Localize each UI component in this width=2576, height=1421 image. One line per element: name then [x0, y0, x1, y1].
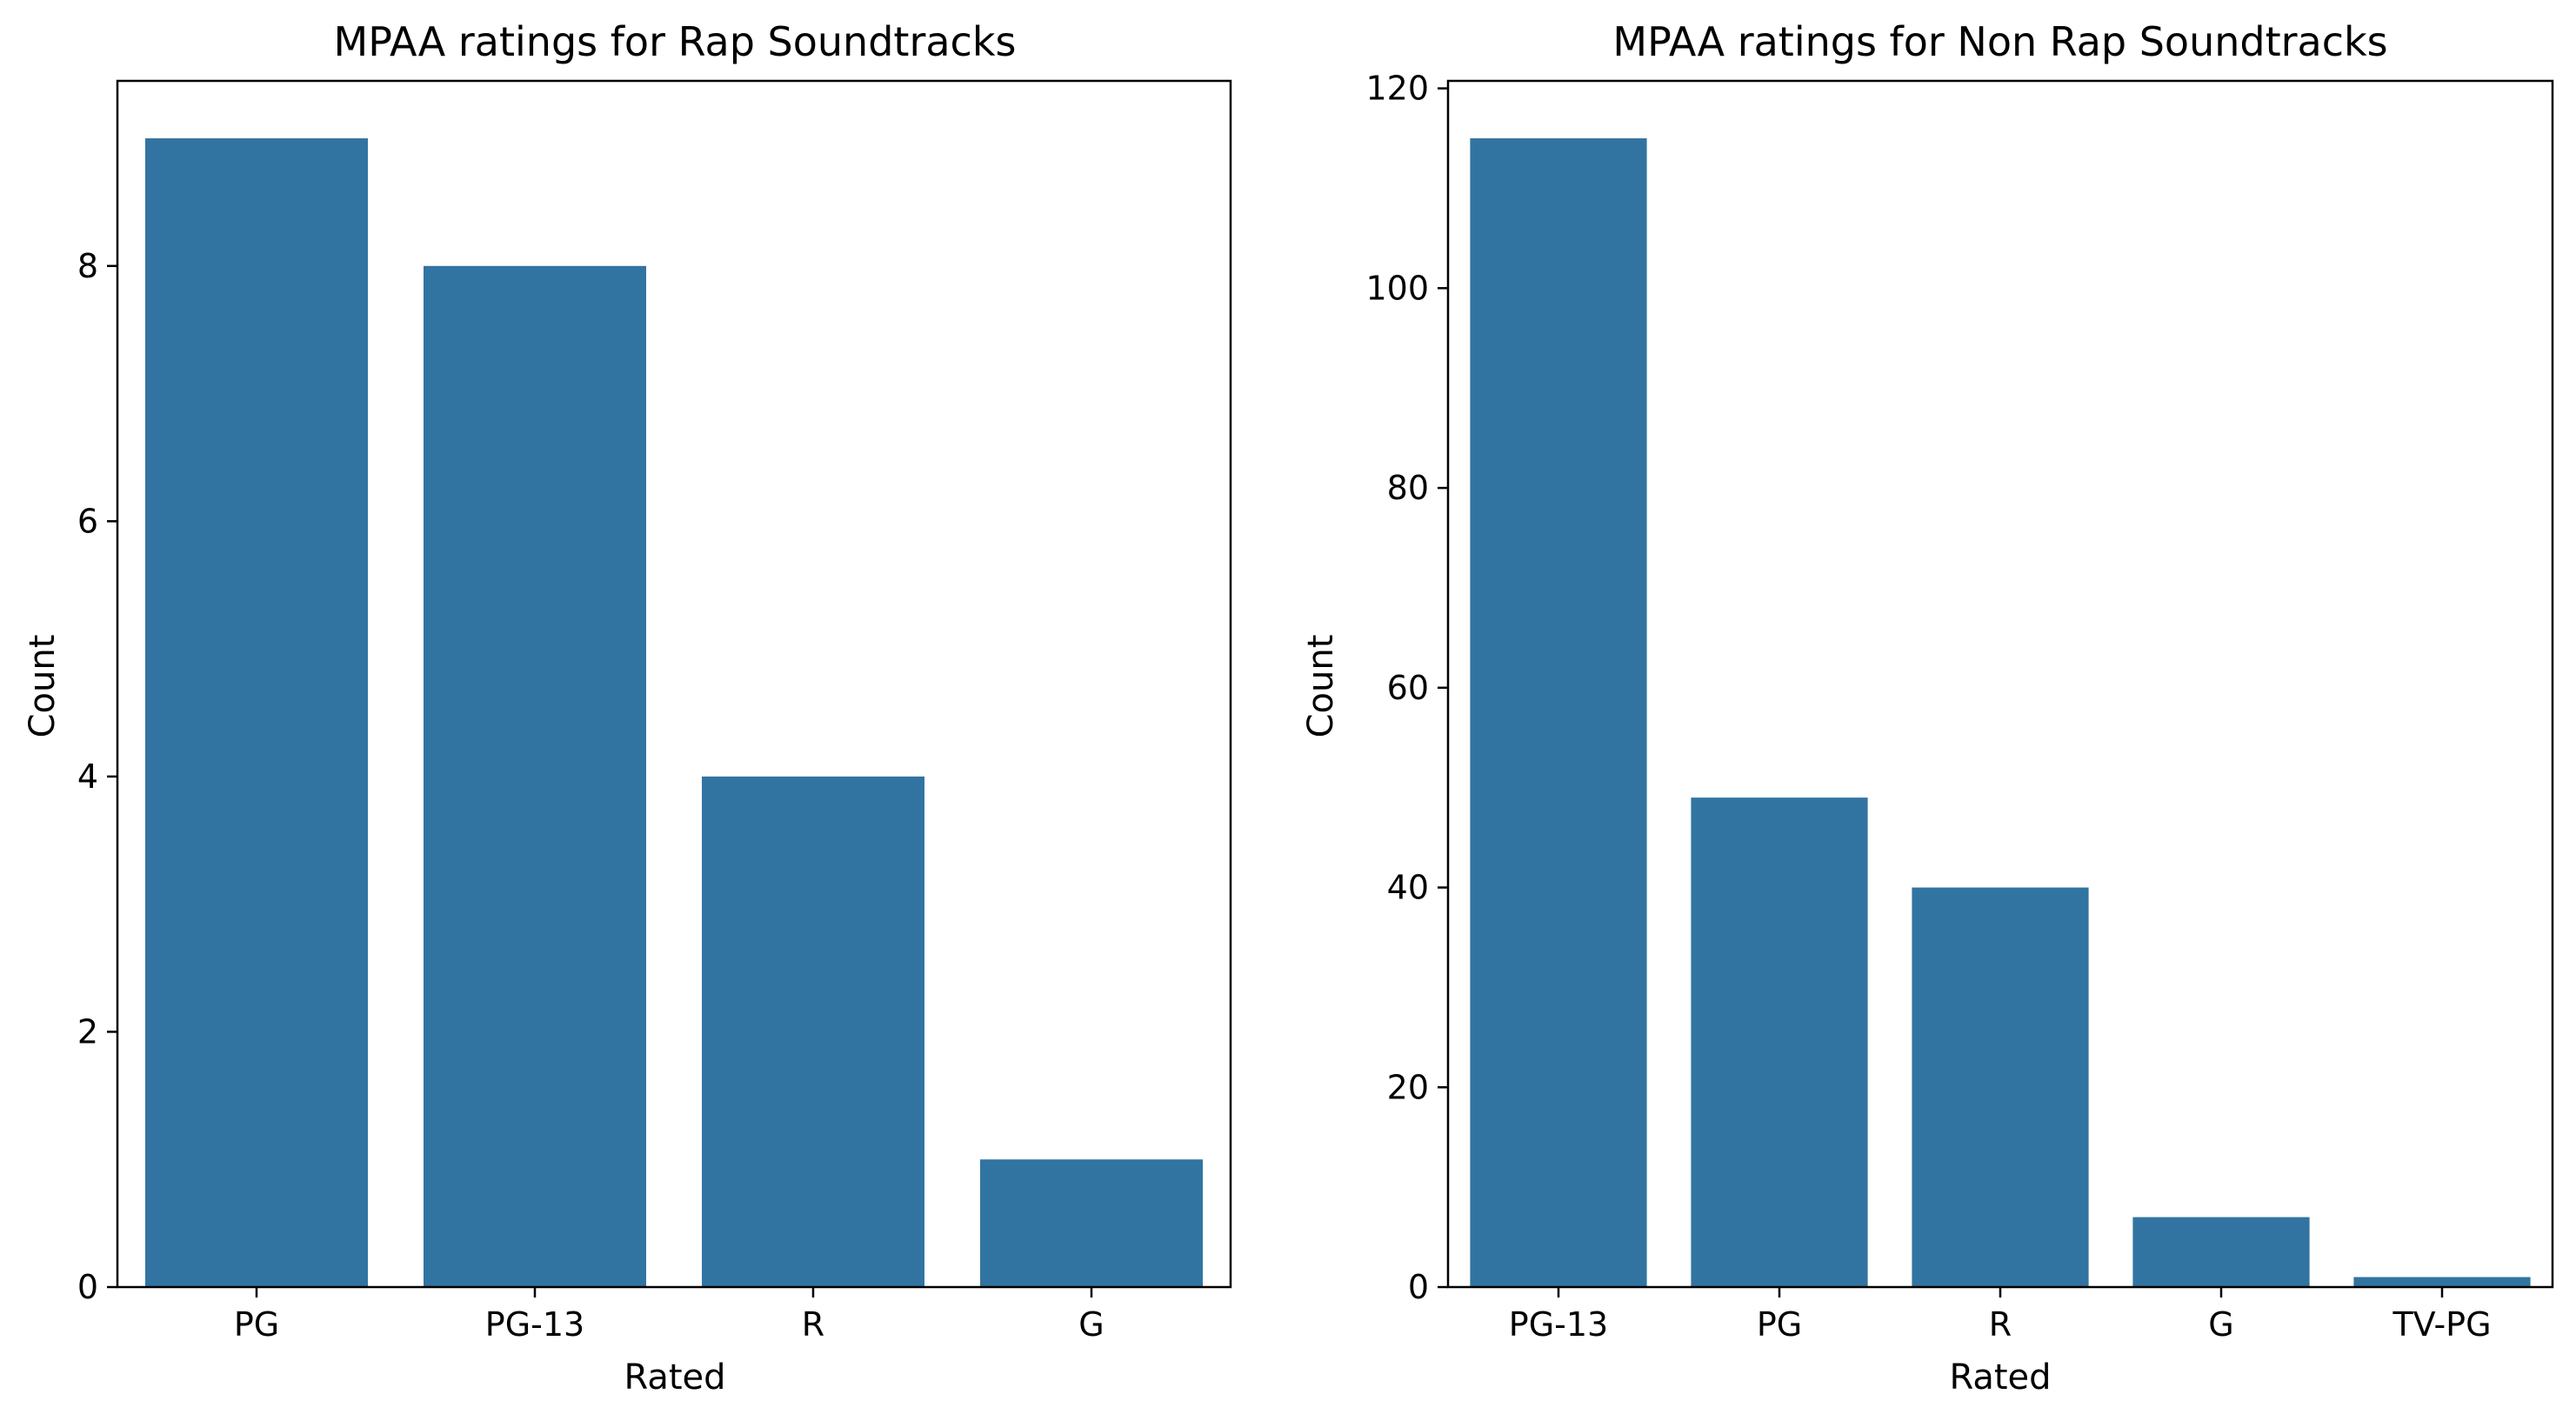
bar-pg-13	[424, 265, 646, 1288]
x-axis-label: Rated	[624, 1358, 725, 1398]
plot-frame	[116, 79, 1232, 1289]
bar-pg-13	[1470, 138, 1647, 1288]
y-tick-label: 6	[77, 502, 98, 540]
x-tick-label: PG	[1757, 1305, 1802, 1344]
y-tick-label: 20	[1387, 1068, 1429, 1106]
chart-title: MPAA ratings for Rap Soundtracks	[334, 18, 1017, 65]
y-tick-label: 8	[77, 247, 98, 285]
y-tick-label: 0	[77, 1268, 98, 1306]
plot-frame	[1446, 79, 2554, 1289]
bar-g	[2132, 1217, 2310, 1287]
x-tick-label: TV-PG	[2392, 1305, 2491, 1344]
ticks-group: PG PG-13 R G 0 2 4 6 8	[77, 247, 1104, 1344]
x-axis-label: Rated	[1949, 1358, 2051, 1398]
x-tick-label: PG	[234, 1305, 279, 1344]
ticks-group: PG-13 PG R G TV-PG 0 20 40 60 80 100 120	[1365, 70, 2491, 1344]
chart-non-rap-soundtracks: MPAA ratings for Non Rap Soundtracks Cou…	[1301, 18, 2554, 1398]
x-tick-label: R	[802, 1305, 824, 1344]
x-tick-label: PG-13	[1509, 1305, 1608, 1344]
y-tick-label: 4	[77, 757, 98, 796]
x-tick-label: G	[2208, 1305, 2233, 1344]
y-tick-label: 120	[1365, 70, 1429, 108]
y-axis-label: Count	[1301, 635, 1341, 738]
bar-r	[1912, 887, 2089, 1287]
y-axis-label: Count	[23, 635, 63, 738]
y-tick-label: 80	[1387, 469, 1429, 507]
y-tick-label: 0	[1408, 1268, 1429, 1306]
chart-rap-soundtracks: MPAA ratings for Rap Soundtracks Count R…	[23, 18, 1232, 1398]
bar-tv-pg	[2353, 1277, 2531, 1287]
x-tick-label: R	[1989, 1305, 2012, 1344]
bar-r	[702, 776, 924, 1287]
y-tick-label: 60	[1387, 669, 1429, 707]
y-tick-label: 100	[1365, 269, 1429, 307]
bars-group	[145, 138, 1203, 1288]
y-tick-label: 40	[1387, 869, 1429, 907]
bar-pg	[1691, 797, 1868, 1287]
chart-title: MPAA ratings for Non Rap Soundtracks	[1612, 18, 2387, 65]
bars-group	[1470, 138, 2531, 1288]
x-tick-label: PG-13	[485, 1305, 584, 1344]
y-tick-label: 2	[77, 1012, 98, 1051]
x-tick-label: G	[1078, 1305, 1104, 1344]
bar-pg	[145, 138, 368, 1288]
bar-g	[980, 1159, 1203, 1287]
